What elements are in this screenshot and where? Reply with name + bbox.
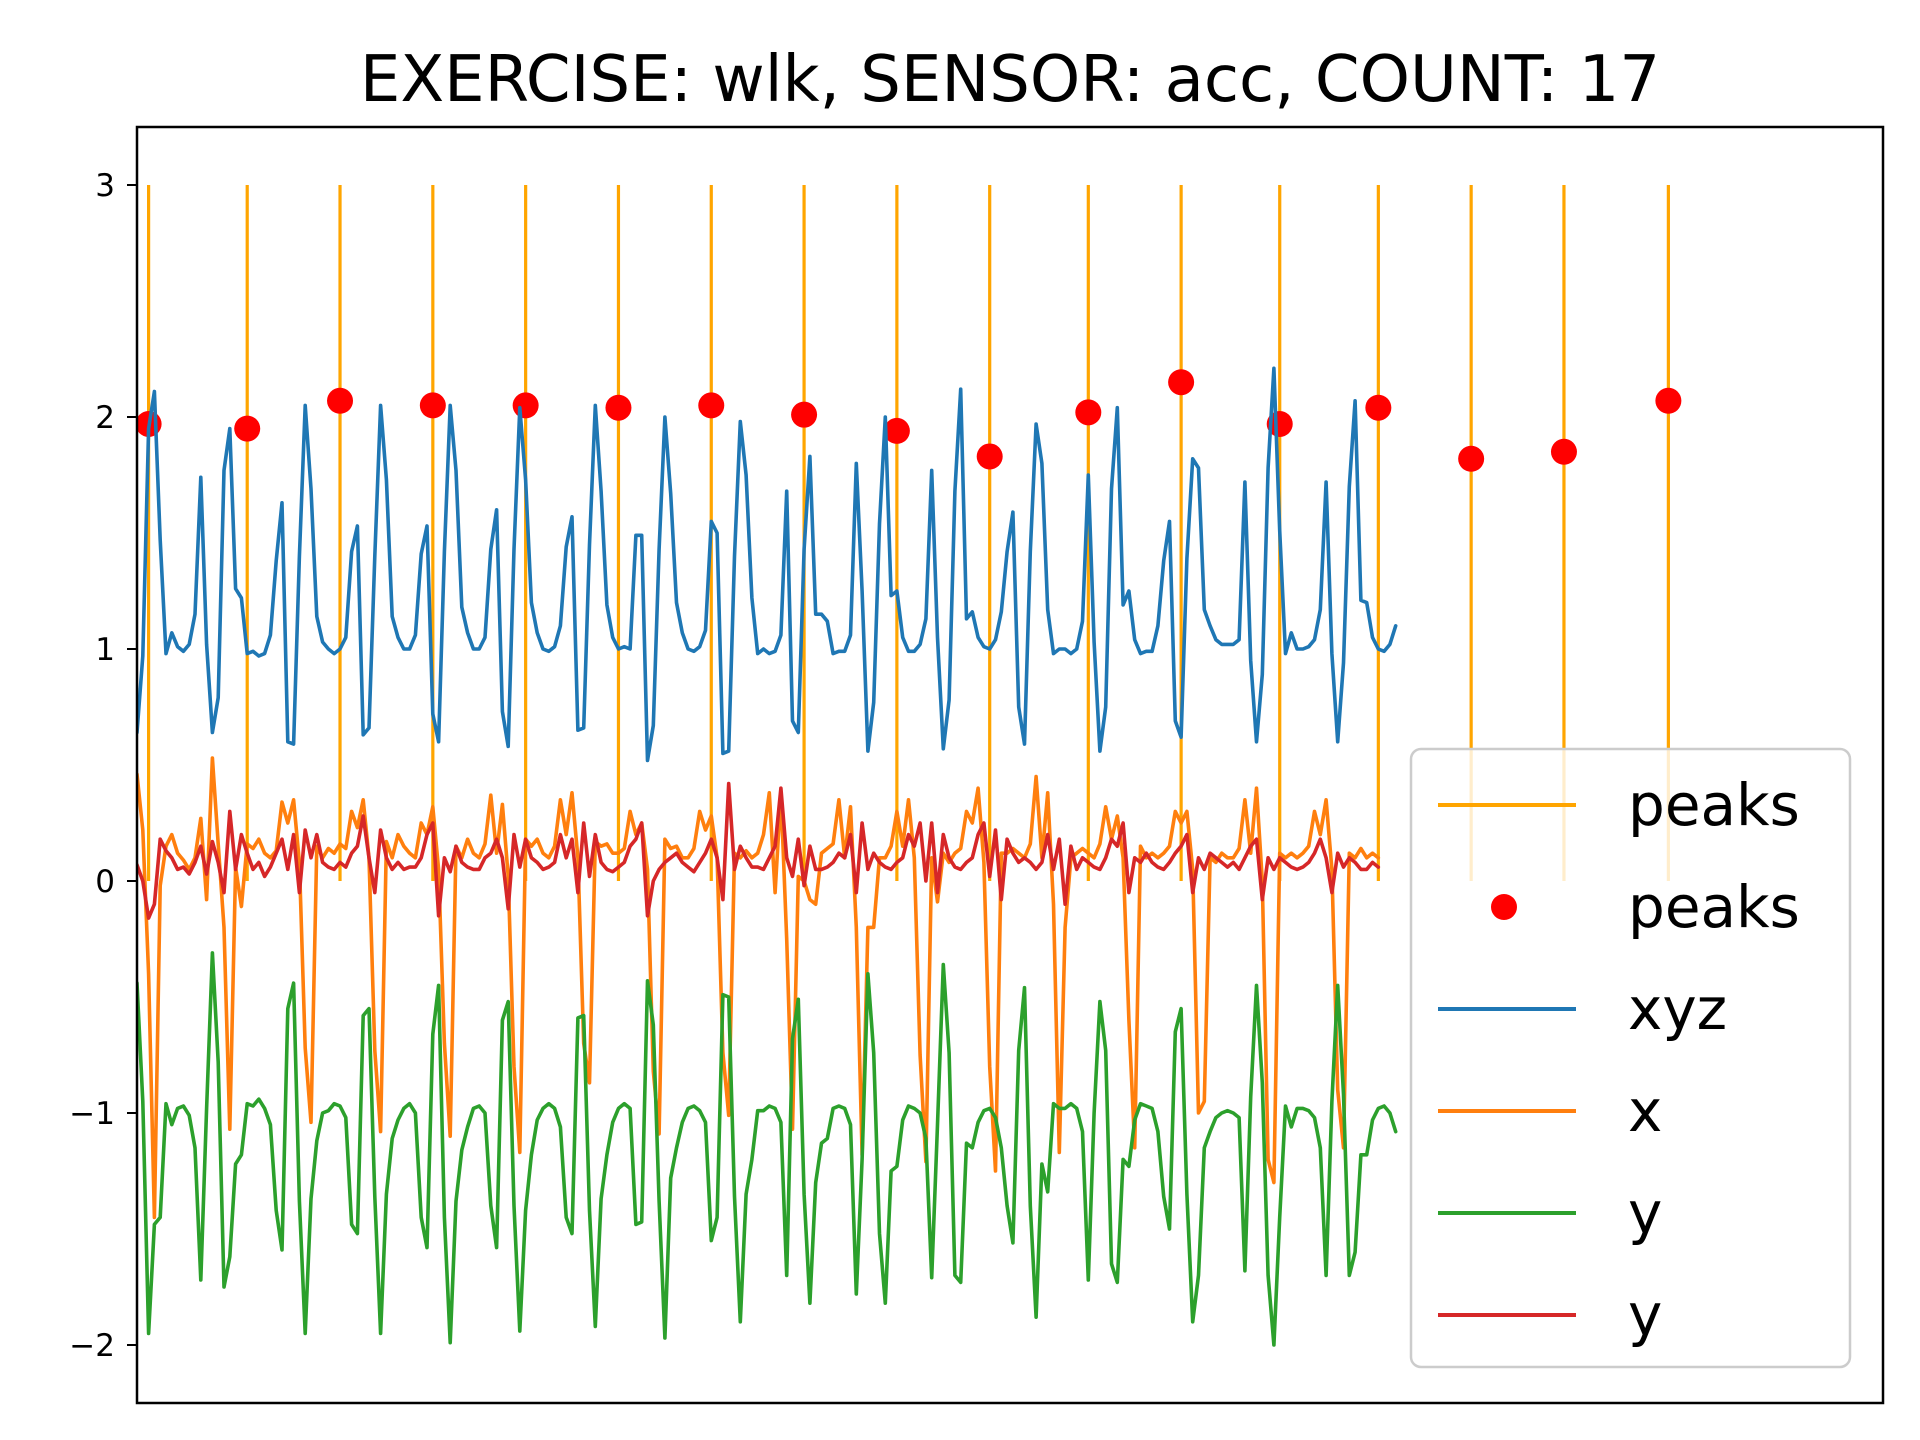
y-tick-label: 0: [95, 864, 115, 900]
peak-marker: [977, 443, 1003, 469]
peak-marker: [1458, 446, 1484, 472]
y-tick-label: −1: [69, 1096, 115, 1132]
peak-marker: [698, 392, 724, 418]
chart-title: EXERCISE: wlk, SENSOR: acc, COUNT: 17: [360, 43, 1660, 117]
series-line-x-1: [137, 758, 1378, 1217]
legend-marker: [1491, 894, 1517, 920]
peak-marker: [513, 392, 539, 418]
peak-marker: [234, 416, 260, 442]
peak-markers: [136, 369, 1682, 472]
legend-label: peaks: [1628, 771, 1800, 839]
legend-label: xyz: [1628, 975, 1727, 1043]
peak-marker: [420, 392, 446, 418]
peak-marker: [791, 402, 817, 428]
peak-marker: [1168, 369, 1194, 395]
peak-marker: [1075, 399, 1101, 425]
y-tick-label: 1: [95, 632, 115, 668]
peak-marker: [605, 395, 631, 421]
peak-marker: [327, 388, 353, 414]
y-tick-label: 3: [95, 168, 115, 204]
legend-label: y: [1628, 1179, 1662, 1247]
legend-label: y: [1628, 1281, 1662, 1349]
y-tick-label: −2: [69, 1328, 115, 1364]
series-line-xyz-0: [137, 368, 1396, 760]
peak-marker: [1365, 395, 1391, 421]
y-tick-label: 2: [95, 400, 115, 436]
peak-marker: [1655, 388, 1681, 414]
legend-label: peaks: [1628, 873, 1800, 941]
legend-box: [1411, 749, 1850, 1367]
peak-marker: [1551, 439, 1577, 465]
legend-label: x: [1628, 1077, 1662, 1145]
y-axis: 3 2 1 0 −1 −2: [69, 168, 137, 1364]
